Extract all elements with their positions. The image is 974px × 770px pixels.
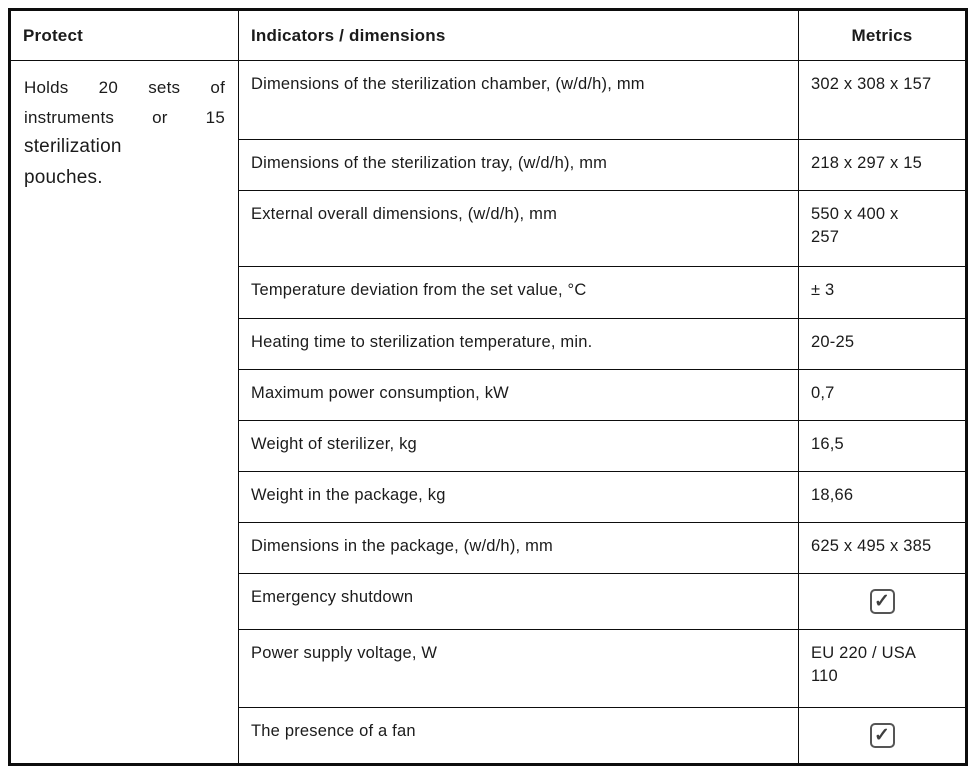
- protect-note-text-large-2: pouches.: [24, 166, 103, 188]
- table-row: The presence of a fan ✓: [10, 706, 967, 765]
- spec-table-body: Holds 20 sets of instruments or 15 steri…: [9, 59, 967, 765]
- column-header-metrics: Metrics: [798, 9, 967, 61]
- column-header-indicators: Indicators / dimensions: [238, 9, 799, 61]
- metric-cell: ± 3: [798, 265, 967, 319]
- table-row: Dimensions of the sterilization tray, (w…: [10, 138, 967, 191]
- indicator-cell: External overall dimensions, (w/d/h), mm: [238, 189, 799, 267]
- metric-checkbox-cell: ✓: [798, 706, 967, 765]
- header-row: Protect Indicators / dimensions Metrics: [9, 9, 967, 61]
- indicator-cell: Heating time to sterilization temperatur…: [238, 317, 799, 370]
- protect-note-cell: Holds 20 sets of instruments or 15 steri…: [9, 59, 239, 765]
- indicator-cell: Weight of sterilizer, kg: [238, 419, 799, 472]
- table-row: Heating time to sterilization temperatur…: [10, 317, 967, 370]
- table-row: Weight in the package, kg 18,66: [10, 470, 967, 523]
- checked-checkbox-icon: ✓: [869, 722, 895, 748]
- indicator-cell: Temperature deviation from the set value…: [238, 265, 799, 319]
- metric-cell: EU 220 / USA 110: [798, 628, 967, 708]
- table-row: Power supply voltage, W EU 220 / USA 110: [10, 628, 967, 708]
- indicator-cell: Emergency shutdown: [238, 572, 799, 630]
- metric-cell: 625 x 495 x 385: [798, 521, 967, 574]
- indicator-cell: Dimensions in the package, (w/d/h), mm: [238, 521, 799, 574]
- metric-cell: 302 x 308 x 157: [798, 59, 967, 140]
- table-row: Maximum power consumption, kW 0,7: [10, 368, 967, 421]
- protect-note-text: Holds 20 sets of instruments or 15: [24, 77, 225, 127]
- metric-cell: 218 x 297 x 15: [798, 138, 967, 191]
- metric-cell: 550 x 400 x 257: [798, 189, 967, 267]
- metric-cell: 0,7: [798, 368, 967, 421]
- metric-cell: 20-25: [798, 317, 967, 370]
- spec-table-container: Protect Indicators / dimensions Metrics …: [8, 8, 968, 766]
- metric-checkbox-cell: ✓: [798, 572, 967, 630]
- indicator-cell: The presence of a fan: [238, 706, 799, 765]
- table-row: Emergency shutdown ✓: [10, 572, 967, 630]
- indicator-cell: Weight in the package, kg: [238, 470, 799, 523]
- indicator-cell: Dimensions of the sterilization chamber,…: [238, 59, 799, 140]
- checked-checkbox-icon: ✓: [869, 588, 895, 614]
- sterilizer-spec-table: Protect Indicators / dimensions Metrics …: [8, 8, 968, 766]
- column-header-protect: Protect: [9, 9, 239, 61]
- indicator-cell: Power supply voltage, W: [238, 628, 799, 708]
- indicator-cell: Maximum power consumption, kW: [238, 368, 799, 421]
- protect-note-text-large-1: sterilization: [24, 136, 122, 158]
- table-row: Weight of sterilizer, kg 16,5: [10, 419, 967, 472]
- table-row: Holds 20 sets of instruments or 15 steri…: [9, 59, 967, 765]
- table-row: Dimensions in the package, (w/d/h), mm 6…: [10, 521, 967, 574]
- indicator-cell: Dimensions of the sterilization tray, (w…: [238, 138, 799, 191]
- metric-cell: 16,5: [798, 419, 967, 472]
- metric-cell: 18,66: [798, 470, 967, 523]
